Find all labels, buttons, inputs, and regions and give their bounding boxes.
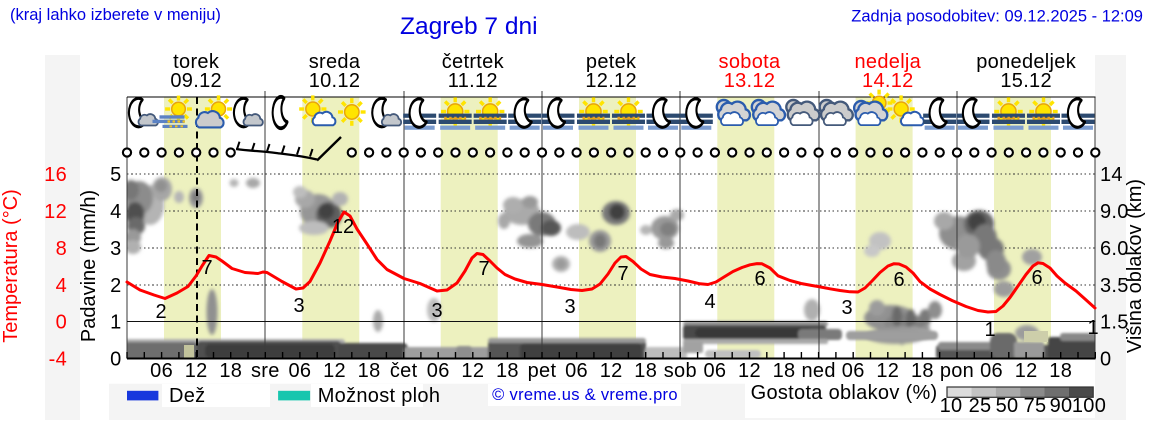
svg-text:6: 6 [893, 269, 904, 291]
svg-text:Zagreb 7 dni: Zagreb 7 dni [400, 13, 538, 40]
svg-text:4: 4 [110, 201, 121, 223]
svg-text:90: 90 [1050, 395, 1073, 417]
svg-text:3: 3 [564, 296, 575, 318]
svg-text:09.12: 09.12 [170, 70, 222, 92]
svg-text:Gostota oblakov (%): Gostota oblakov (%) [751, 382, 938, 404]
svg-text:3: 3 [431, 300, 442, 322]
svg-text:18: 18 [911, 360, 934, 382]
svg-text:1: 1 [110, 312, 121, 334]
svg-text:14.12: 14.12 [862, 70, 914, 92]
svg-text:1: 1 [984, 319, 995, 341]
svg-text:petek: petek [586, 51, 637, 73]
svg-text:7: 7 [201, 257, 212, 279]
svg-text:15.12: 15.12 [1000, 70, 1052, 92]
svg-text:1.5: 1.5 [1100, 312, 1129, 334]
svg-text:sreda: sreda [309, 51, 361, 73]
svg-text:06: 06 [842, 360, 865, 382]
svg-text:Temperatura (°C): Temperatura (°C) [0, 189, 22, 343]
svg-text:nedelja: nedelja [855, 51, 922, 73]
svg-text:12.12: 12.12 [585, 70, 637, 92]
svg-text:06: 06 [565, 360, 588, 382]
svg-text:Dež: Dež [169, 385, 205, 407]
svg-text:10: 10 [940, 395, 963, 417]
svg-text:18: 18 [496, 360, 519, 382]
svg-text:2: 2 [110, 275, 121, 297]
svg-text:06: 06 [703, 360, 726, 382]
svg-text:12: 12 [600, 360, 623, 382]
svg-text:12: 12 [332, 216, 354, 238]
svg-text:(kraj lahko izberete v meniju): (kraj lahko izberete v meniju) [10, 6, 221, 24]
svg-text:3.5: 3.5 [1100, 275, 1129, 297]
svg-text:© vreme.us & vreme.pro: © vreme.us & vreme.pro [492, 386, 678, 404]
svg-text:3: 3 [110, 238, 121, 260]
svg-text:0: 0 [1100, 349, 1111, 371]
svg-text:Možnost ploh: Možnost ploh [318, 385, 441, 407]
svg-text:9.0: 9.0 [1100, 201, 1129, 223]
svg-text:06: 06 [150, 360, 173, 382]
svg-text:4: 4 [704, 291, 715, 313]
svg-text:5: 5 [110, 164, 121, 186]
svg-text:6: 6 [754, 268, 765, 290]
svg-text:1: 1 [1087, 317, 1098, 339]
svg-text:sob: sob [664, 360, 697, 382]
svg-text:12: 12 [185, 360, 208, 382]
svg-text:06: 06 [980, 360, 1003, 382]
svg-text:12: 12 [876, 360, 899, 382]
svg-text:0: 0 [110, 349, 121, 371]
svg-text:18: 18 [358, 360, 381, 382]
svg-text:18: 18 [634, 360, 657, 382]
svg-text:25: 25 [969, 395, 992, 417]
svg-text:pon: pon [940, 360, 974, 382]
svg-text:3: 3 [293, 295, 304, 317]
svg-text:ponedeljek: ponedeljek [976, 51, 1076, 73]
svg-text:torek: torek [173, 51, 220, 73]
svg-text:Višina oblakov (km): Višina oblakov (km) [1124, 179, 1146, 353]
svg-text:7: 7 [617, 263, 628, 285]
svg-text:Zadnja posodobitev: 09.12.2025: Zadnja posodobitev: 09.12.2025 - 12:09 [851, 8, 1143, 26]
svg-text:6: 6 [1031, 267, 1042, 289]
svg-text:18: 18 [219, 360, 242, 382]
svg-text:sre: sre [251, 360, 280, 382]
svg-text:6.0: 6.0 [1100, 238, 1129, 260]
svg-text:12: 12 [1015, 360, 1038, 382]
svg-text:četrtek: četrtek [442, 51, 505, 73]
svg-text:sobota: sobota [719, 51, 781, 73]
svg-text:8: 8 [56, 238, 67, 260]
svg-text:75: 75 [1024, 395, 1047, 417]
svg-text:18: 18 [773, 360, 796, 382]
svg-text:13.12: 13.12 [724, 70, 776, 92]
svg-text:-4: -4 [49, 349, 67, 371]
svg-text:06: 06 [288, 360, 311, 382]
svg-text:06: 06 [427, 360, 450, 382]
svg-text:3: 3 [841, 297, 852, 319]
svg-text:12: 12 [44, 201, 67, 223]
svg-text:14: 14 [1100, 164, 1123, 186]
svg-text:12: 12 [323, 360, 346, 382]
svg-text:18: 18 [1049, 360, 1072, 382]
svg-text:7: 7 [478, 258, 489, 280]
svg-text:ned: ned [802, 360, 836, 382]
svg-text:16: 16 [44, 164, 67, 186]
svg-text:4: 4 [56, 275, 67, 297]
svg-text:2: 2 [155, 301, 166, 323]
svg-text:čet: čet [390, 360, 418, 382]
svg-text:0: 0 [56, 312, 67, 334]
svg-text:50: 50 [996, 395, 1019, 417]
svg-text:Padavine (mm/h): Padavine (mm/h) [78, 190, 100, 342]
svg-text:12: 12 [461, 360, 484, 382]
svg-text:11.12: 11.12 [448, 70, 498, 92]
svg-text:10.12: 10.12 [309, 70, 361, 92]
svg-text:pet: pet [528, 360, 557, 382]
svg-text:12: 12 [738, 360, 761, 382]
svg-text:100: 100 [1072, 395, 1106, 417]
